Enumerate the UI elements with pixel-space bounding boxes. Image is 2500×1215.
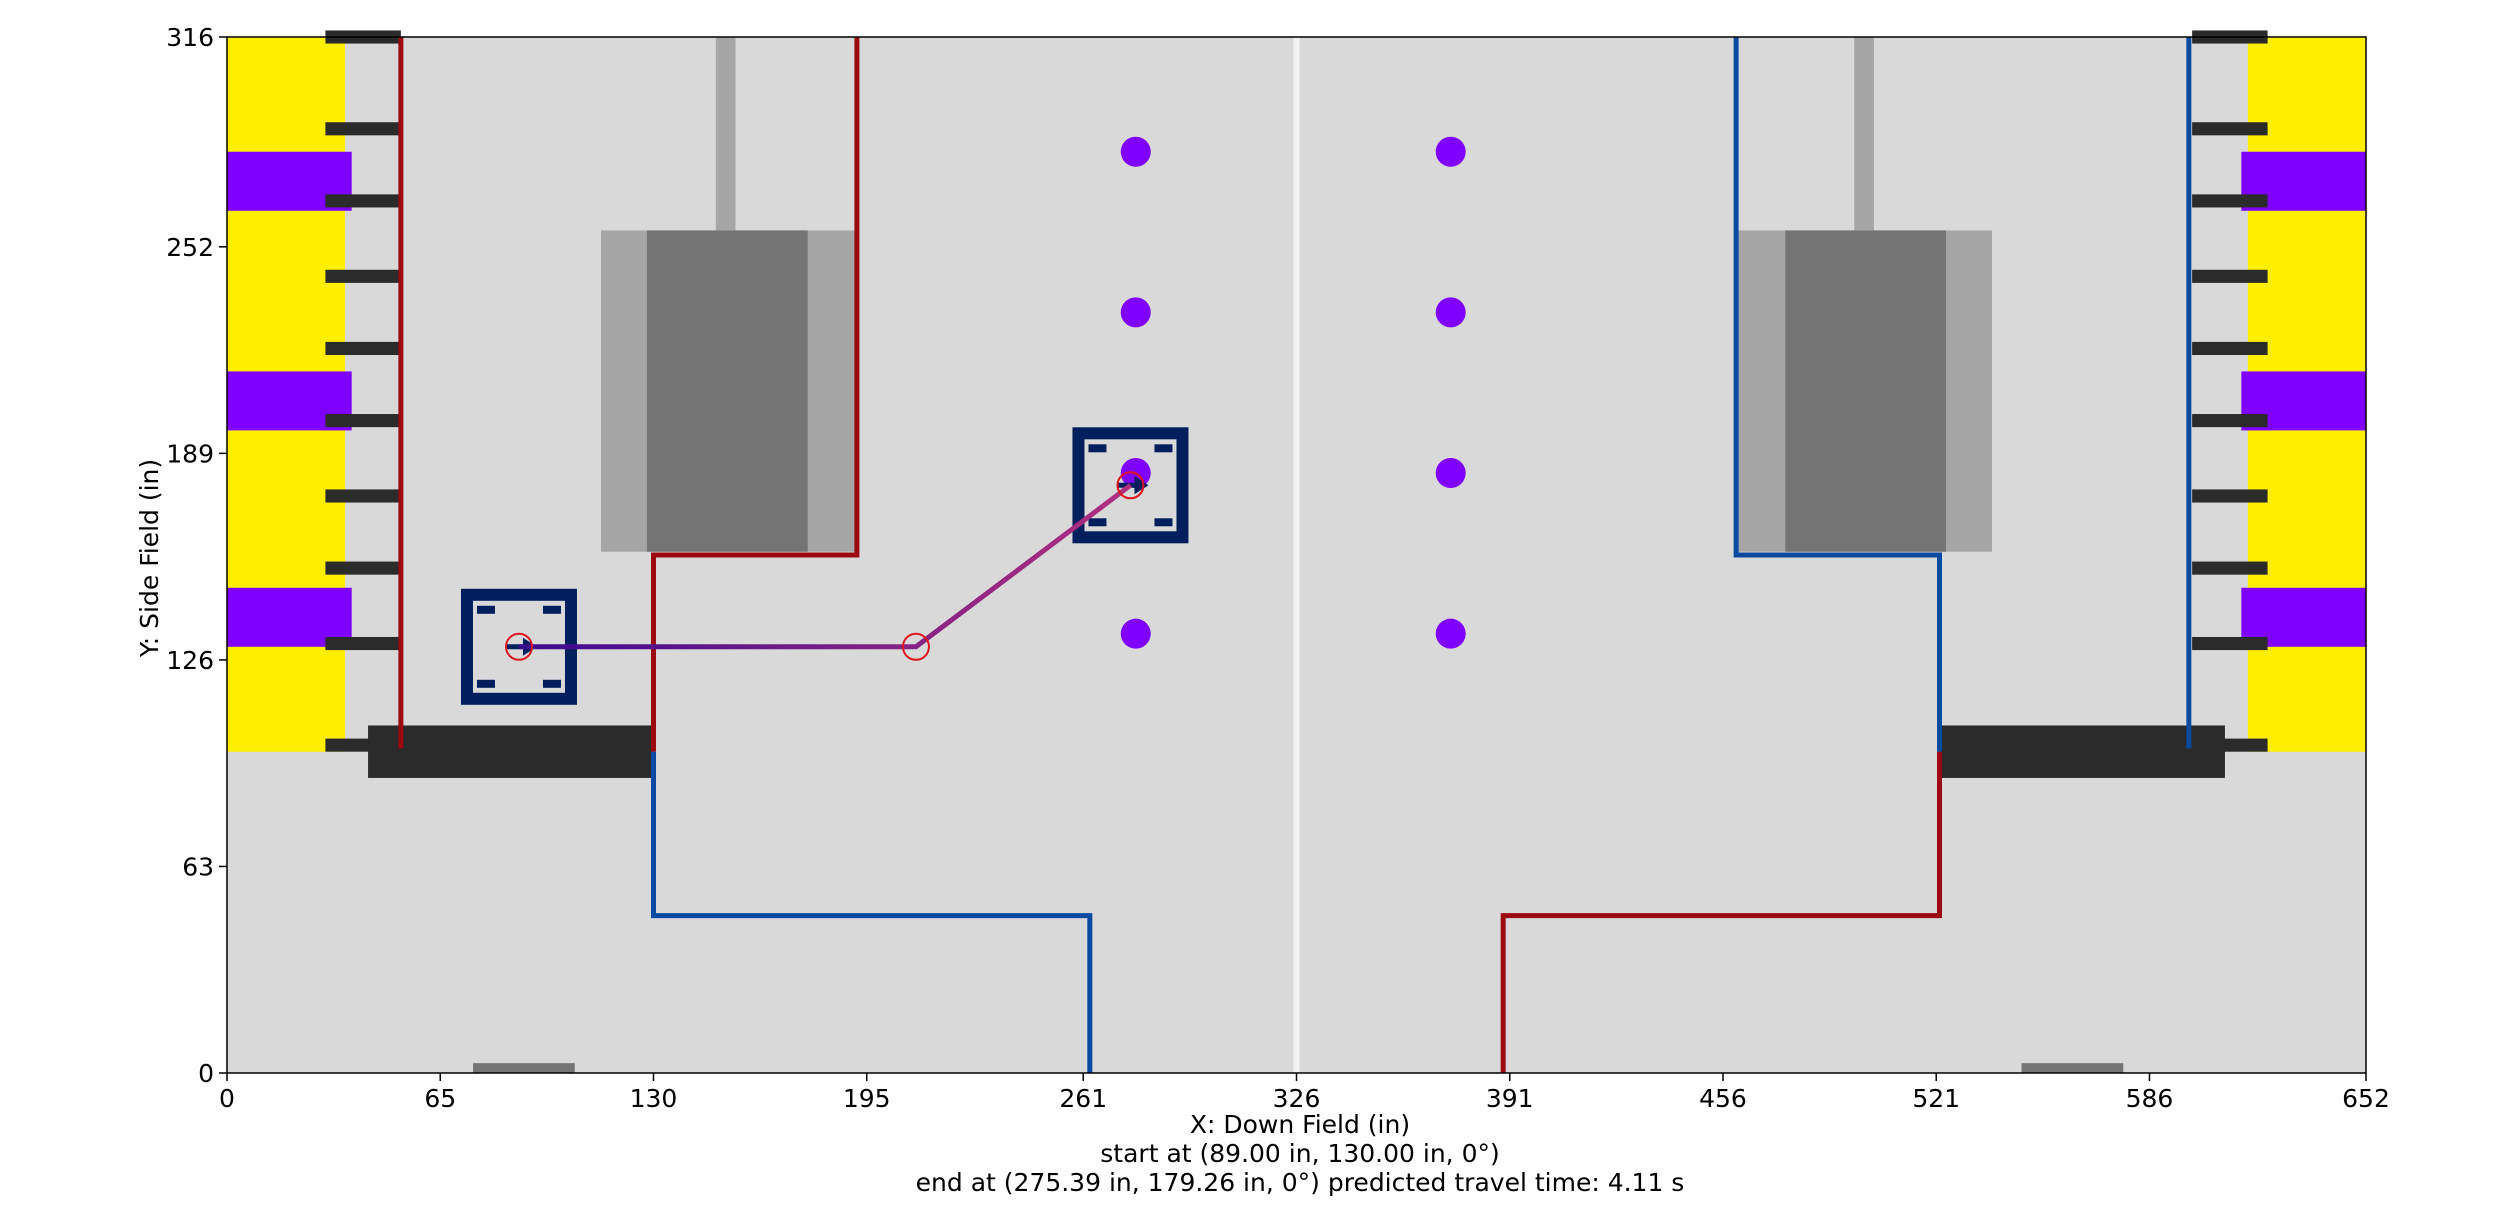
y-tick-label-5: 316 <box>166 23 214 52</box>
rung-right-2 <box>2192 194 2268 208</box>
blue-line-right-zone <box>1733 37 1943 752</box>
structure-inner-right <box>1785 230 1947 552</box>
red-line-right-zone <box>1500 751 1943 1073</box>
game-piece-3 <box>1120 618 1151 649</box>
pad-right <box>2021 1063 2124 1073</box>
rung-right-5 <box>2192 414 2268 428</box>
rung-right-3 <box>2192 269 2268 283</box>
rung-right-6 <box>2192 489 2268 503</box>
station-purple-right-2 <box>2241 587 2366 647</box>
x-tick-label-9: 586 <box>2126 1084 2174 1113</box>
structure-inner-left <box>646 230 808 552</box>
x-tick-label-8: 521 <box>1912 1084 1960 1113</box>
game-piece-7 <box>1435 618 1466 649</box>
red-line-left-zone <box>650 37 860 752</box>
x-tick-label-3: 195 <box>843 1084 891 1113</box>
robot-end-frame <box>1072 427 1189 544</box>
rung-left-3 <box>325 269 401 283</box>
plot-area <box>226 30 2367 1074</box>
game-piece-5 <box>1435 297 1466 328</box>
robot-end-module-3 <box>1154 518 1173 527</box>
robot-start-module-0 <box>476 605 495 614</box>
game-piece-6 <box>1435 458 1466 489</box>
rung-right-1 <box>2192 122 2268 136</box>
end-info-text: end at (275.39 in, 179.26 in, 0°) predic… <box>916 1168 1685 1197</box>
rung-right-7 <box>2192 561 2268 575</box>
post-left <box>715 37 736 231</box>
waypoint-marker-0 <box>504 632 533 661</box>
x-tick-label-7: 456 <box>1699 1084 1747 1113</box>
wall-right <box>1939 725 2225 778</box>
game-piece-0 <box>1120 136 1151 167</box>
y-tick-label-1: 63 <box>182 852 214 881</box>
x-axis-label: X: Down Field (in) <box>1190 1110 1410 1139</box>
y-tick-label-4: 252 <box>166 233 214 262</box>
x-tick-label-6: 391 <box>1486 1084 1534 1113</box>
y-tick-label-0: 0 <box>198 1059 214 1088</box>
robot-end-module-0 <box>1088 444 1107 453</box>
x-tick-label-1: 65 <box>424 1084 456 1113</box>
start-info-text: start at (89.00 in, 130.00 in, 0°) <box>1100 1139 1499 1168</box>
x-tick-label-4: 261 <box>1059 1084 1107 1113</box>
pad-left <box>473 1063 575 1073</box>
rung-left-6 <box>325 489 401 503</box>
rung-left-2 <box>325 194 401 208</box>
wall-left <box>368 725 654 778</box>
robot-start-module-1 <box>542 605 561 614</box>
rung-right-8 <box>2192 636 2268 651</box>
post-right <box>1854 37 1874 231</box>
rung-left-8 <box>325 636 401 651</box>
robot-end-module-1 <box>1154 444 1173 453</box>
robot-start-module-2 <box>476 679 495 688</box>
robot-end-module-2 <box>1088 518 1107 527</box>
y-tick-label-2: 126 <box>166 646 214 675</box>
robot-start-module-3 <box>542 679 561 688</box>
rung-left-5 <box>325 414 401 428</box>
x-tick-label-2: 130 <box>630 1084 678 1113</box>
y-tick-label-3: 189 <box>166 439 214 468</box>
waypoint-marker-2 <box>1116 471 1145 500</box>
game-piece-1 <box>1120 297 1151 328</box>
x-tick-label-5: 326 <box>1273 1084 1321 1113</box>
robot-end-heading-arrow <box>1134 476 1149 495</box>
blue-line-left-zone <box>650 751 1093 1073</box>
y-axis-label: Y: Side Field (in) <box>135 459 164 658</box>
rung-left-7 <box>325 561 401 575</box>
waypoint-marker-1 <box>901 632 930 661</box>
path-line <box>518 483 1132 650</box>
station-purple-left-2 <box>227 587 352 647</box>
x-tick-label-0: 0 <box>219 1084 235 1113</box>
x-tick-label-10: 652 <box>2342 1084 2390 1113</box>
x-axis-ticks: 0 65 130 195 261 326 391 456 521 586 652 <box>219 1073 2390 1113</box>
rung-left-1 <box>325 122 401 136</box>
game-piece-4 <box>1435 136 1466 167</box>
rung-left-4 <box>325 341 401 356</box>
y-axis-ticks: 0 63 126 189 252 316 <box>166 23 227 1088</box>
rung-right-4 <box>2192 341 2268 356</box>
